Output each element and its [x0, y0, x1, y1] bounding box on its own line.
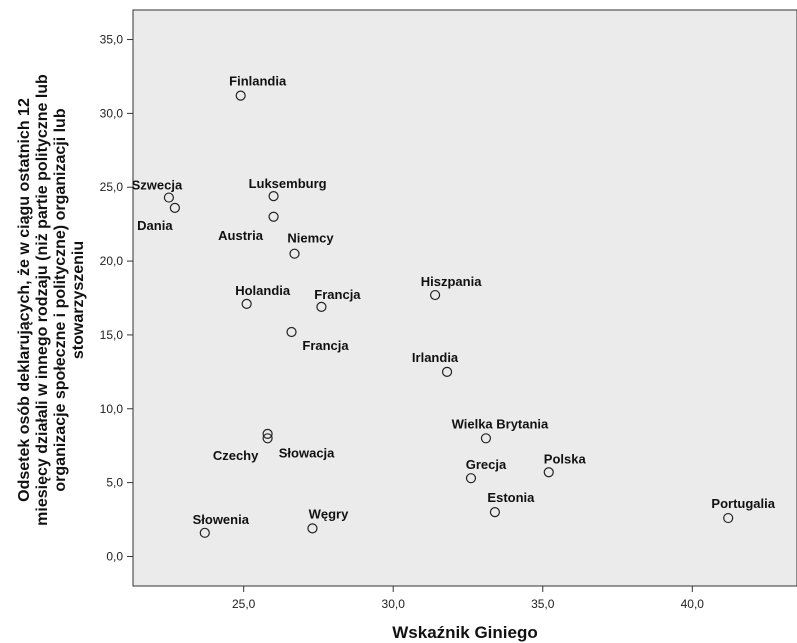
data-point: [316, 301, 327, 312]
point-label: Węgry: [309, 506, 350, 521]
plot-area: [132, 9, 797, 587]
data-point: [169, 202, 180, 214]
data-point: [307, 523, 318, 534]
data-point: [286, 326, 297, 338]
data-point: [441, 366, 453, 377]
y-tick-label: 15,0: [100, 328, 124, 342]
point-label: Grecja: [466, 457, 507, 472]
y-tick-label: 35,0: [100, 33, 124, 47]
x-axis-title: Wskaźnik Giniego: [392, 623, 537, 642]
y-tick-label: 20,0: [100, 254, 124, 268]
point-label: Estonia: [487, 490, 535, 505]
data-point: [723, 512, 734, 524]
data-point: [289, 248, 300, 259]
point-label: Portugalia: [711, 496, 775, 511]
data-point: [262, 433, 273, 444]
point-label: Francja: [302, 338, 349, 353]
y-tick-label: 0,0: [106, 549, 123, 563]
data-point: [268, 211, 279, 222]
point-label: Szwecja: [132, 178, 183, 193]
point-labels: Finlandia Szwecja Dania Luksemburg Austria Ni…: [132, 74, 776, 527]
point-label: Wielka Brytania: [452, 416, 549, 431]
point-label: Słowacja: [279, 445, 335, 460]
point-label: Dania: [137, 218, 173, 233]
point-label: Francja: [314, 287, 361, 302]
x-tick-label: 40,0: [681, 597, 705, 611]
data-point: [429, 289, 441, 301]
point-label: Holandia: [235, 283, 291, 298]
point-label: Finlandia: [229, 74, 287, 89]
point-label: Słowenia: [193, 512, 250, 527]
data-points: [163, 90, 734, 538]
y-axis-title-line: Odsetek osób deklarujących, że w ciągu o…: [16, 98, 33, 502]
data-point: [199, 527, 210, 538]
data-point: [235, 90, 246, 101]
data-point: [489, 507, 501, 518]
y-axis-title: Odsetek osób deklarujących, że w ciągu o…: [16, 74, 87, 526]
x-axis: 25,0 30,0 35,0 40,0: [232, 586, 704, 611]
point-label: Czechy: [213, 448, 259, 463]
x-tick-label: 25,0: [232, 597, 256, 611]
y-tick-label: 25,0: [100, 180, 124, 194]
point-label: Hiszpania: [421, 274, 482, 289]
y-axis-title-line: organizacje społeczne i polityczne) orga…: [52, 108, 69, 491]
data-point: [163, 192, 174, 203]
data-point: [262, 428, 273, 439]
point-label: Luksemburg: [249, 176, 327, 191]
y-axis-title-line: miesięcy działali w innego rodzaju (niż …: [34, 74, 51, 526]
point-label: Polska: [544, 451, 587, 466]
y-tick-label: 30,0: [100, 106, 124, 120]
data-point: [480, 433, 492, 444]
data-point: [268, 190, 279, 202]
point-label: Austria: [218, 228, 264, 243]
point-label: Niemcy: [287, 231, 334, 246]
y-axis-title-line: stowarzyszeniu: [70, 241, 87, 359]
x-tick-label: 35,0: [531, 597, 555, 611]
data-point: [465, 473, 477, 484]
y-axis: 0,0 5,0 10,0 15,0 20,0 25,0 30,0 35,0: [100, 33, 133, 563]
y-tick-label: 10,0: [100, 402, 124, 416]
x-tick-label: 30,0: [382, 597, 406, 611]
data-point: [241, 298, 252, 310]
point-label: Irlandia: [412, 350, 459, 365]
data-point: [543, 467, 554, 478]
y-tick-label: 5,0: [106, 476, 123, 490]
